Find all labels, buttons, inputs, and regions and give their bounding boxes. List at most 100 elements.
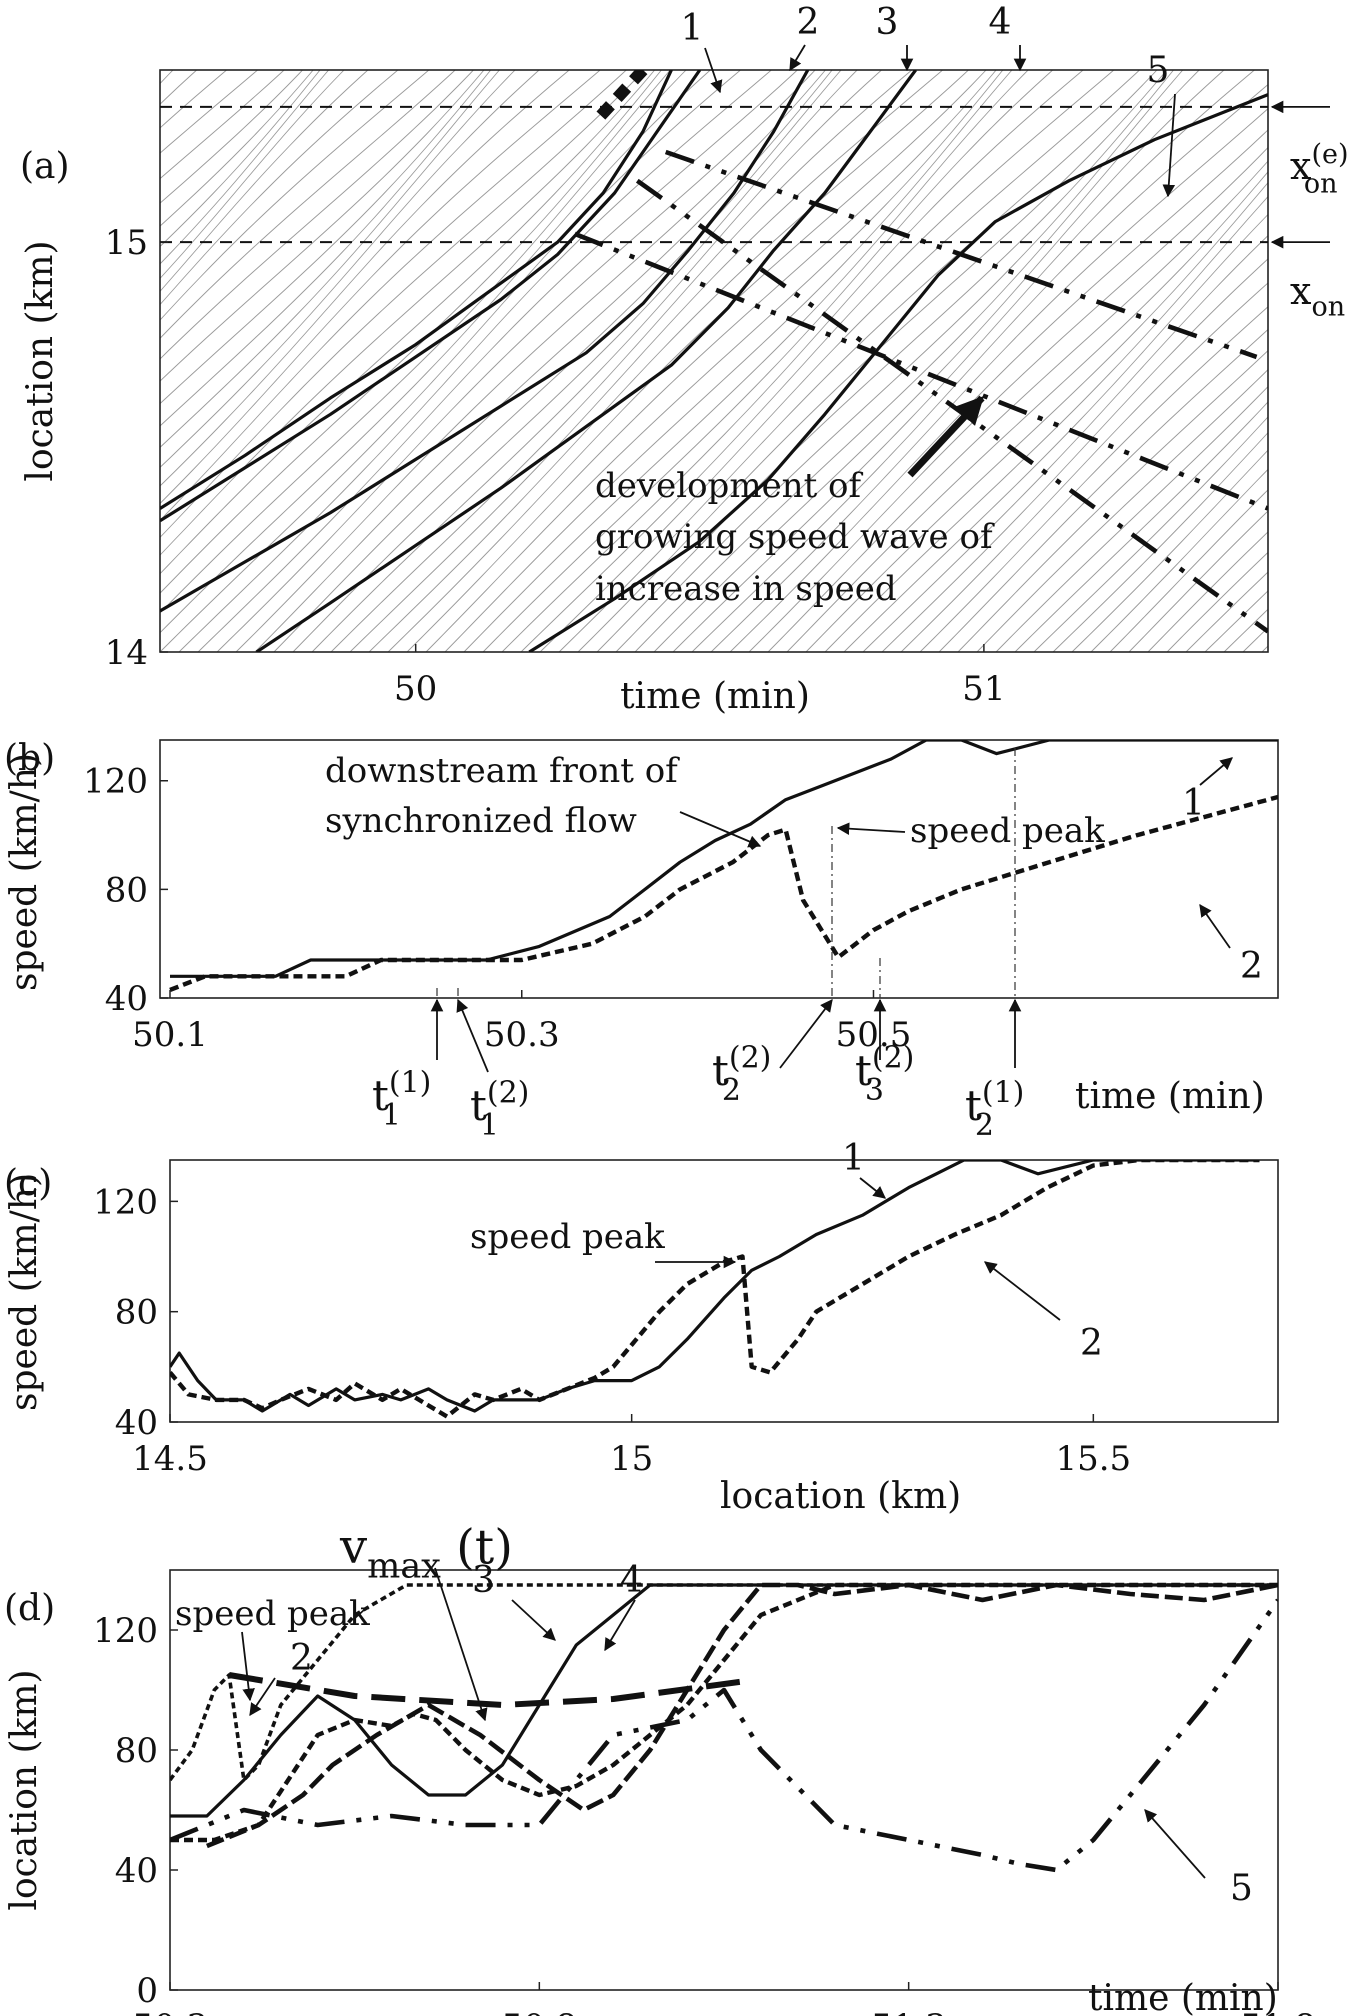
trajectory-line [160,70,501,427]
trajectory-line [235,70,827,652]
trajectory-line [349,70,944,652]
panel-a-ylabel: location (km) [20,240,61,481]
panel-a-xtick-label: 51 [962,669,1005,709]
trajectory-4 [255,70,917,652]
trajectory-line [539,70,1141,652]
speed-series-5 [170,1598,1278,1873]
trajectory-line [368,70,970,652]
panel-d-ytick-label: 80 [115,1731,158,1771]
panel-d-xtick-label: 50.3 [132,2007,208,2016]
trajectory-2 [160,70,702,523]
panel-a-label: (a) [20,146,70,187]
panel-a-frame [159,69,1269,653]
panel-b: (b) 50.1 50.3 50.5 40 80 120 speed (km/h) dow… [4,738,1279,1117]
trajectory-line [160,70,345,280]
trajectory-label-3: 3 [876,2,899,43]
time-mark-arrow [779,998,833,1069]
panel-c-xtick-label: 14.5 [132,1439,208,1479]
panel-d-xtick-label: 50.8 [501,2007,577,2016]
trajectory-label-1: 1 [681,8,704,49]
annotation-speed-peak-d: speed peak [175,1594,370,1634]
trajectory-line [1109,489,1268,652]
trajectory-line [1071,449,1268,652]
trajectory-line [160,70,570,487]
trajectory-line [1052,432,1268,652]
trajectory-label-arrow [1162,93,1176,198]
panel-d-plot-area [170,1582,1278,1873]
trajectory-line [160,70,369,293]
trajectory-line [0,62,10,662]
trajectory-line [748,146,1268,652]
trajectory-line [160,70,492,405]
trajectory-label-arrow [789,44,806,72]
annotation-speed-peak-c: speed peak [470,1217,665,1257]
panel-a-xtick-label: 50 [394,669,437,709]
trajectory-line [160,70,687,614]
panel-d-ylabel: location (km) [4,1669,45,1910]
series-label-2: 2 [1080,1323,1103,1364]
panel-b-ytick-label: 80 [105,870,148,910]
panel-b-plot-area [169,740,1278,992]
speed-series [170,1583,1278,1782]
panel-b-label: (b) [4,738,55,779]
panel-c-xlabel: location (km) [720,1476,961,1517]
trajectory-line [729,129,1268,652]
trajectory-line [160,70,540,469]
speed-series-2 [170,1160,1260,1419]
speed-series-4 [206,1582,1278,1849]
trajectory-line [292,70,858,652]
trajectory-line [160,70,645,539]
trajectory-line [160,70,399,306]
panel-d: (d) 50.3 50.8 51.3 51.8 0 40 80 120 location (k… [4,1569,1316,2016]
panel-b-xtick-label: 50.5 [836,1015,912,1055]
series-label-arrow [1144,1809,1206,1879]
series-label-4: 4 [620,1560,643,1601]
panel-a: (a) 50 51 14 15 location (km) time (min) de… [0,62,1360,717]
trajectory-line [160,70,430,321]
annotation-line-1: development of [595,466,864,506]
panel-a-axes: 50 51 14 15 [105,223,1006,709]
trajectory-line [1166,551,1268,652]
trajectory-1 [160,70,673,510]
panel-a-ytick-label: 15 [105,223,148,263]
trajectory-line [330,70,913,652]
speed-wave-line [635,178,1268,634]
trajectory-line [425,70,1004,652]
trajectory-line [160,70,330,265]
panel-c: (c) 14.5 15 15.5 40 80 120 speed (km/h) locat… [4,1159,1279,1517]
panel-b-ylabel: speed (km/h) [4,753,45,991]
series-label-arrow [1199,757,1233,786]
trajectory-line [160,70,712,634]
panel-c-axes: 14.5 15 15.5 40 80 120 [93,1182,1131,1479]
trajectory-line [634,70,1200,652]
trajectory-line [160,70,456,339]
trajectory-line [938,328,1268,652]
trajectory-line [406,70,997,652]
trajectory-line [501,70,1084,652]
trajectory-line [160,70,321,248]
vmax-arrow [434,1567,488,1722]
trajectory-line [710,108,1268,652]
trajectory-line [482,70,1054,652]
series-label-arrow [604,1599,636,1652]
trajectory-line [1347,62,1360,662]
trajectory-line [824,195,1268,652]
speed-series-3 [170,1583,1278,1818]
downstream-front-arrow [679,811,762,848]
trajectory-line [444,70,1013,652]
trajectory-line [160,70,663,575]
time-mark-label: t(1) 1 [372,1065,431,1133]
trajectory-line [160,70,314,227]
series-label-2: 2 [290,1638,313,1679]
vmax-label: vmax (t) [339,1519,513,1586]
trajectory-label-2: 2 [797,2,820,43]
trajectory-line [805,182,1268,652]
panel-b-xtick-label: 50.3 [484,1015,560,1055]
speed-wave-line [593,70,648,124]
trajectory-line [387,70,987,652]
trajectory-line [160,70,671,594]
xon-label: xon [1290,269,1345,322]
series-label-arrow [249,1677,276,1717]
series-label-1: 1 [1182,783,1205,824]
